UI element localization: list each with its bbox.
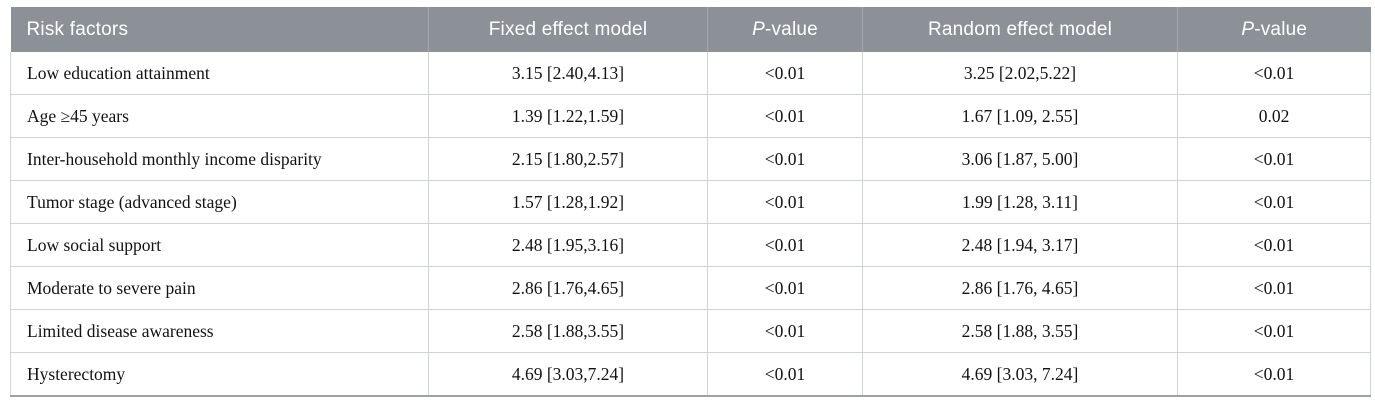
cell-p-value-fixed: <0.01 [707,137,863,181]
header-p-value-fixed: P-value [707,7,863,52]
cell-p-value-random: <0.01 [1177,137,1371,181]
cell-p-value-random: <0.01 [1177,180,1371,224]
header-risk-factors: Risk factors [10,7,429,52]
cell-fixed-effect: 3.15 [2.40,4.13] [428,52,708,95]
table-row: Tumor stage (advanced stage) 1.57 [1.28,… [10,180,1371,224]
header-p-value-random: P-value [1177,7,1371,52]
cell-risk-factor: Low education attainment [10,52,429,95]
p-value-rest: -value [1254,18,1308,40]
table-row: Hysterectomy 4.69 [3.03,7.24] <0.01 4.69… [10,352,1371,397]
cell-p-value-random: <0.01 [1177,352,1371,397]
cell-fixed-effect: 2.48 [1.95,3.16] [428,223,708,267]
cell-random-effect: 4.69 [3.03, 7.24] [862,352,1178,397]
header-row: Risk factors Fixed effect model P-value … [10,7,1371,52]
cell-random-effect: 3.25 [2.02,5.22] [862,52,1178,95]
table-row: Moderate to severe pain 2.86 [1.76,4.65]… [10,266,1371,310]
cell-p-value-fixed: <0.01 [707,266,863,310]
risk-factors-table: Risk factors Fixed effect model P-value … [10,7,1371,397]
header-fixed-effect-model: Fixed effect model [428,7,708,52]
cell-random-effect: 2.86 [1.76, 4.65] [862,266,1178,310]
table-row: Low education attainment 3.15 [2.40,4.13… [10,52,1371,95]
table-row: Inter-household monthly income disparity… [10,137,1371,181]
cell-fixed-effect: 2.58 [1.88,3.55] [428,309,708,353]
table-row: Limited disease awareness 2.58 [1.88,3.5… [10,309,1371,353]
cell-risk-factor: Limited disease awareness [10,309,429,353]
cell-fixed-effect: 2.86 [1.76,4.65] [428,266,708,310]
cell-fixed-effect: 2.15 [1.80,2.57] [428,137,708,181]
table-row: Low social support 2.48 [1.95,3.16] <0.0… [10,223,1371,267]
cell-fixed-effect: 4.69 [3.03,7.24] [428,352,708,397]
cell-p-value-fixed: <0.01 [707,309,863,353]
cell-p-value-random: <0.01 [1177,266,1371,310]
cell-p-value-random: <0.01 [1177,52,1371,95]
cell-random-effect: 2.48 [1.94, 3.17] [862,223,1178,267]
cell-random-effect: 3.06 [1.87, 5.00] [862,137,1178,181]
cell-fixed-effect: 1.39 [1.22,1.59] [428,94,708,138]
cell-risk-factor: Low social support [10,223,429,267]
cell-fixed-effect: 1.57 [1.28,1.92] [428,180,708,224]
cell-p-value-random: 0.02 [1177,94,1371,138]
cell-p-value-fixed: <0.01 [707,352,863,397]
cell-risk-factor: Tumor stage (advanced stage) [10,180,429,224]
p-value-italic-p: P [1241,18,1255,40]
cell-p-value-fixed: <0.01 [707,180,863,224]
cell-risk-factor: Age ≥45 years [10,94,429,138]
cell-risk-factor: Hysterectomy [10,352,429,397]
cell-p-value-random: <0.01 [1177,309,1371,353]
cell-p-value-random: <0.01 [1177,223,1371,267]
p-value-italic-p: P [752,18,765,40]
cell-random-effect: 1.99 [1.28, 3.11] [862,180,1178,224]
p-value-rest: -value [764,18,818,40]
cell-risk-factor: Inter-household monthly income disparity [10,137,429,181]
header-random-effect-model: Random effect model [862,7,1178,52]
cell-p-value-fixed: <0.01 [707,94,863,138]
table-row: Age ≥45 years 1.39 [1.22,1.59] <0.01 1.6… [10,94,1371,138]
cell-risk-factor: Moderate to severe pain [10,266,429,310]
cell-p-value-fixed: <0.01 [707,52,863,95]
cell-p-value-fixed: <0.01 [707,223,863,267]
cell-random-effect: 1.67 [1.09, 2.55] [862,94,1178,138]
cell-random-effect: 2.58 [1.88, 3.55] [862,309,1178,353]
